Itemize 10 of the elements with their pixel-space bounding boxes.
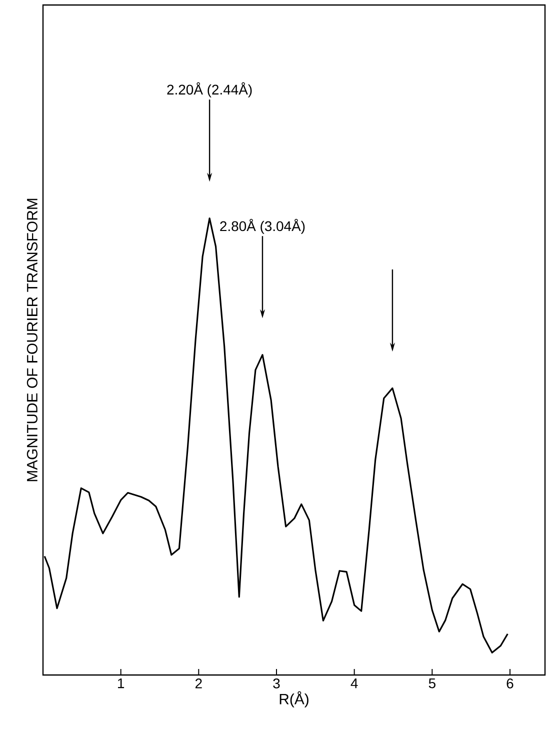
x-tick-label: 2 <box>195 678 202 688</box>
text: 2.20Å (2.44Å) <box>167 82 252 98</box>
x-tick-label: 3 <box>273 678 280 688</box>
annotation: 2.80Å (3.04Å) <box>220 218 305 234</box>
y-axis-title: MAGNITUDE OF FOURIER TRANSFORM <box>26 198 38 482</box>
x-tick-label: 6 <box>506 678 514 688</box>
x-tick-label: 5 <box>428 678 436 688</box>
x-axis-title: R(Å) <box>280 691 308 708</box>
x-tick-label: 1 <box>118 678 124 688</box>
x-tick-label: 4 <box>350 678 358 688</box>
